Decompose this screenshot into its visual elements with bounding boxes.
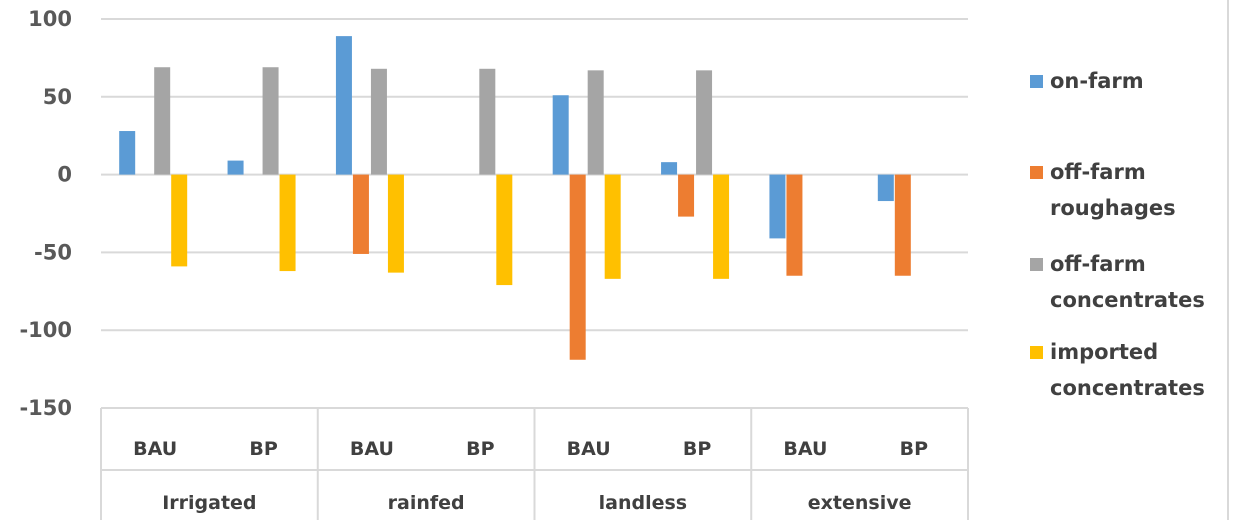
bar-off-farm-concentrates-landless-BAU [587,70,604,175]
legend-swatch [1030,258,1043,271]
legend-label: roughages [1050,196,1176,220]
legend-label: off-farm [1050,252,1146,276]
legend-label: off-farm [1050,160,1146,184]
bar-on-farm-extensive-BAU [769,174,786,239]
bar-on-farm-landless-BAU [552,95,569,175]
legend: on-farm off-farm roughages off-farm concentr… [1030,69,1205,400]
bar-on-farm-Irrigated-BP [227,160,244,175]
bar-on-farm-Irrigated-BAU [119,131,136,175]
legend-item: off-farm concentrates [1030,252,1205,312]
bar-off-farm-concentrates-rainfed-BP [479,68,496,175]
subcategory-label: BP [900,438,928,460]
bar-imported-concentrates-landless-BP [713,174,730,279]
bar-on-farm-rainfed-BAU [335,36,352,175]
bar-off-farm-roughages-extensive-BP [894,174,911,276]
bar-off-farm-concentrates-landless-BP [696,70,713,175]
bar-off-farm-concentrates-Irrigated-BAU [154,67,171,175]
subcategory-label: BP [466,438,494,460]
legend-label: on-farm [1050,69,1144,93]
gridlines [101,18,968,409]
legend-item: on-farm [1030,69,1144,93]
bar-off-farm-concentrates-rainfed-BAU [370,68,387,175]
y-axis-tick-labels: 100 50 0 -50 -100 -150 [19,7,72,420]
bar-on-farm-landless-BP [661,162,678,175]
y-tick-label: -150 [19,396,72,420]
y-tick-label: 0 [57,163,72,187]
group-label: extensive [808,492,912,514]
subcategory-label: BAU [567,438,611,460]
bar-off-farm-roughages-rainfed-BAU [352,174,369,254]
subcategory-label: BP [683,438,711,460]
bar-imported-concentrates-Irrigated-BAU [171,174,188,267]
legend-swatch [1030,75,1043,88]
legend-item: imported concentrates [1030,340,1205,400]
bar-imported-concentrates-Irrigated-BP [279,174,296,272]
y-tick-label: -50 [34,240,72,264]
subcategory-label: BAU [783,438,827,460]
bar-off-farm-concentrates-Irrigated-BP [262,67,279,175]
bar-imported-concentrates-landless-BAU [604,174,621,279]
y-tick-label: 50 [43,85,72,109]
group-label: landless [599,492,687,514]
legend-item: off-farm roughages [1030,160,1176,220]
legend-label: imported [1050,340,1158,364]
legend-label: concentrates [1050,288,1205,312]
y-tick-label: -100 [19,318,72,342]
bar-imported-concentrates-rainfed-BAU [387,174,404,273]
bar-off-farm-roughages-extensive-BAU [786,174,803,276]
legend-swatch [1030,346,1043,359]
legend-label: concentrates [1050,376,1205,400]
subcategory-label: BAU [133,438,177,460]
bar-off-farm-roughages-landless-BP [678,174,695,217]
bar-imported-concentrates-rainfed-BP [496,174,513,286]
group-label: rainfed [388,492,465,514]
subcategory-label: BAU [350,438,394,460]
group-label: Irrigated [162,492,256,514]
bars [119,36,911,360]
bar-on-farm-extensive-BP [877,174,894,202]
category-axis: BAU BP BAU BP BAU BP BAU BP Irrigated rainfed land… [100,0,1229,520]
bar-off-farm-roughages-landless-BAU [569,174,586,360]
subcategory-label: BP [249,438,277,460]
legend-swatch [1030,166,1043,179]
y-tick-label: 100 [28,7,72,31]
